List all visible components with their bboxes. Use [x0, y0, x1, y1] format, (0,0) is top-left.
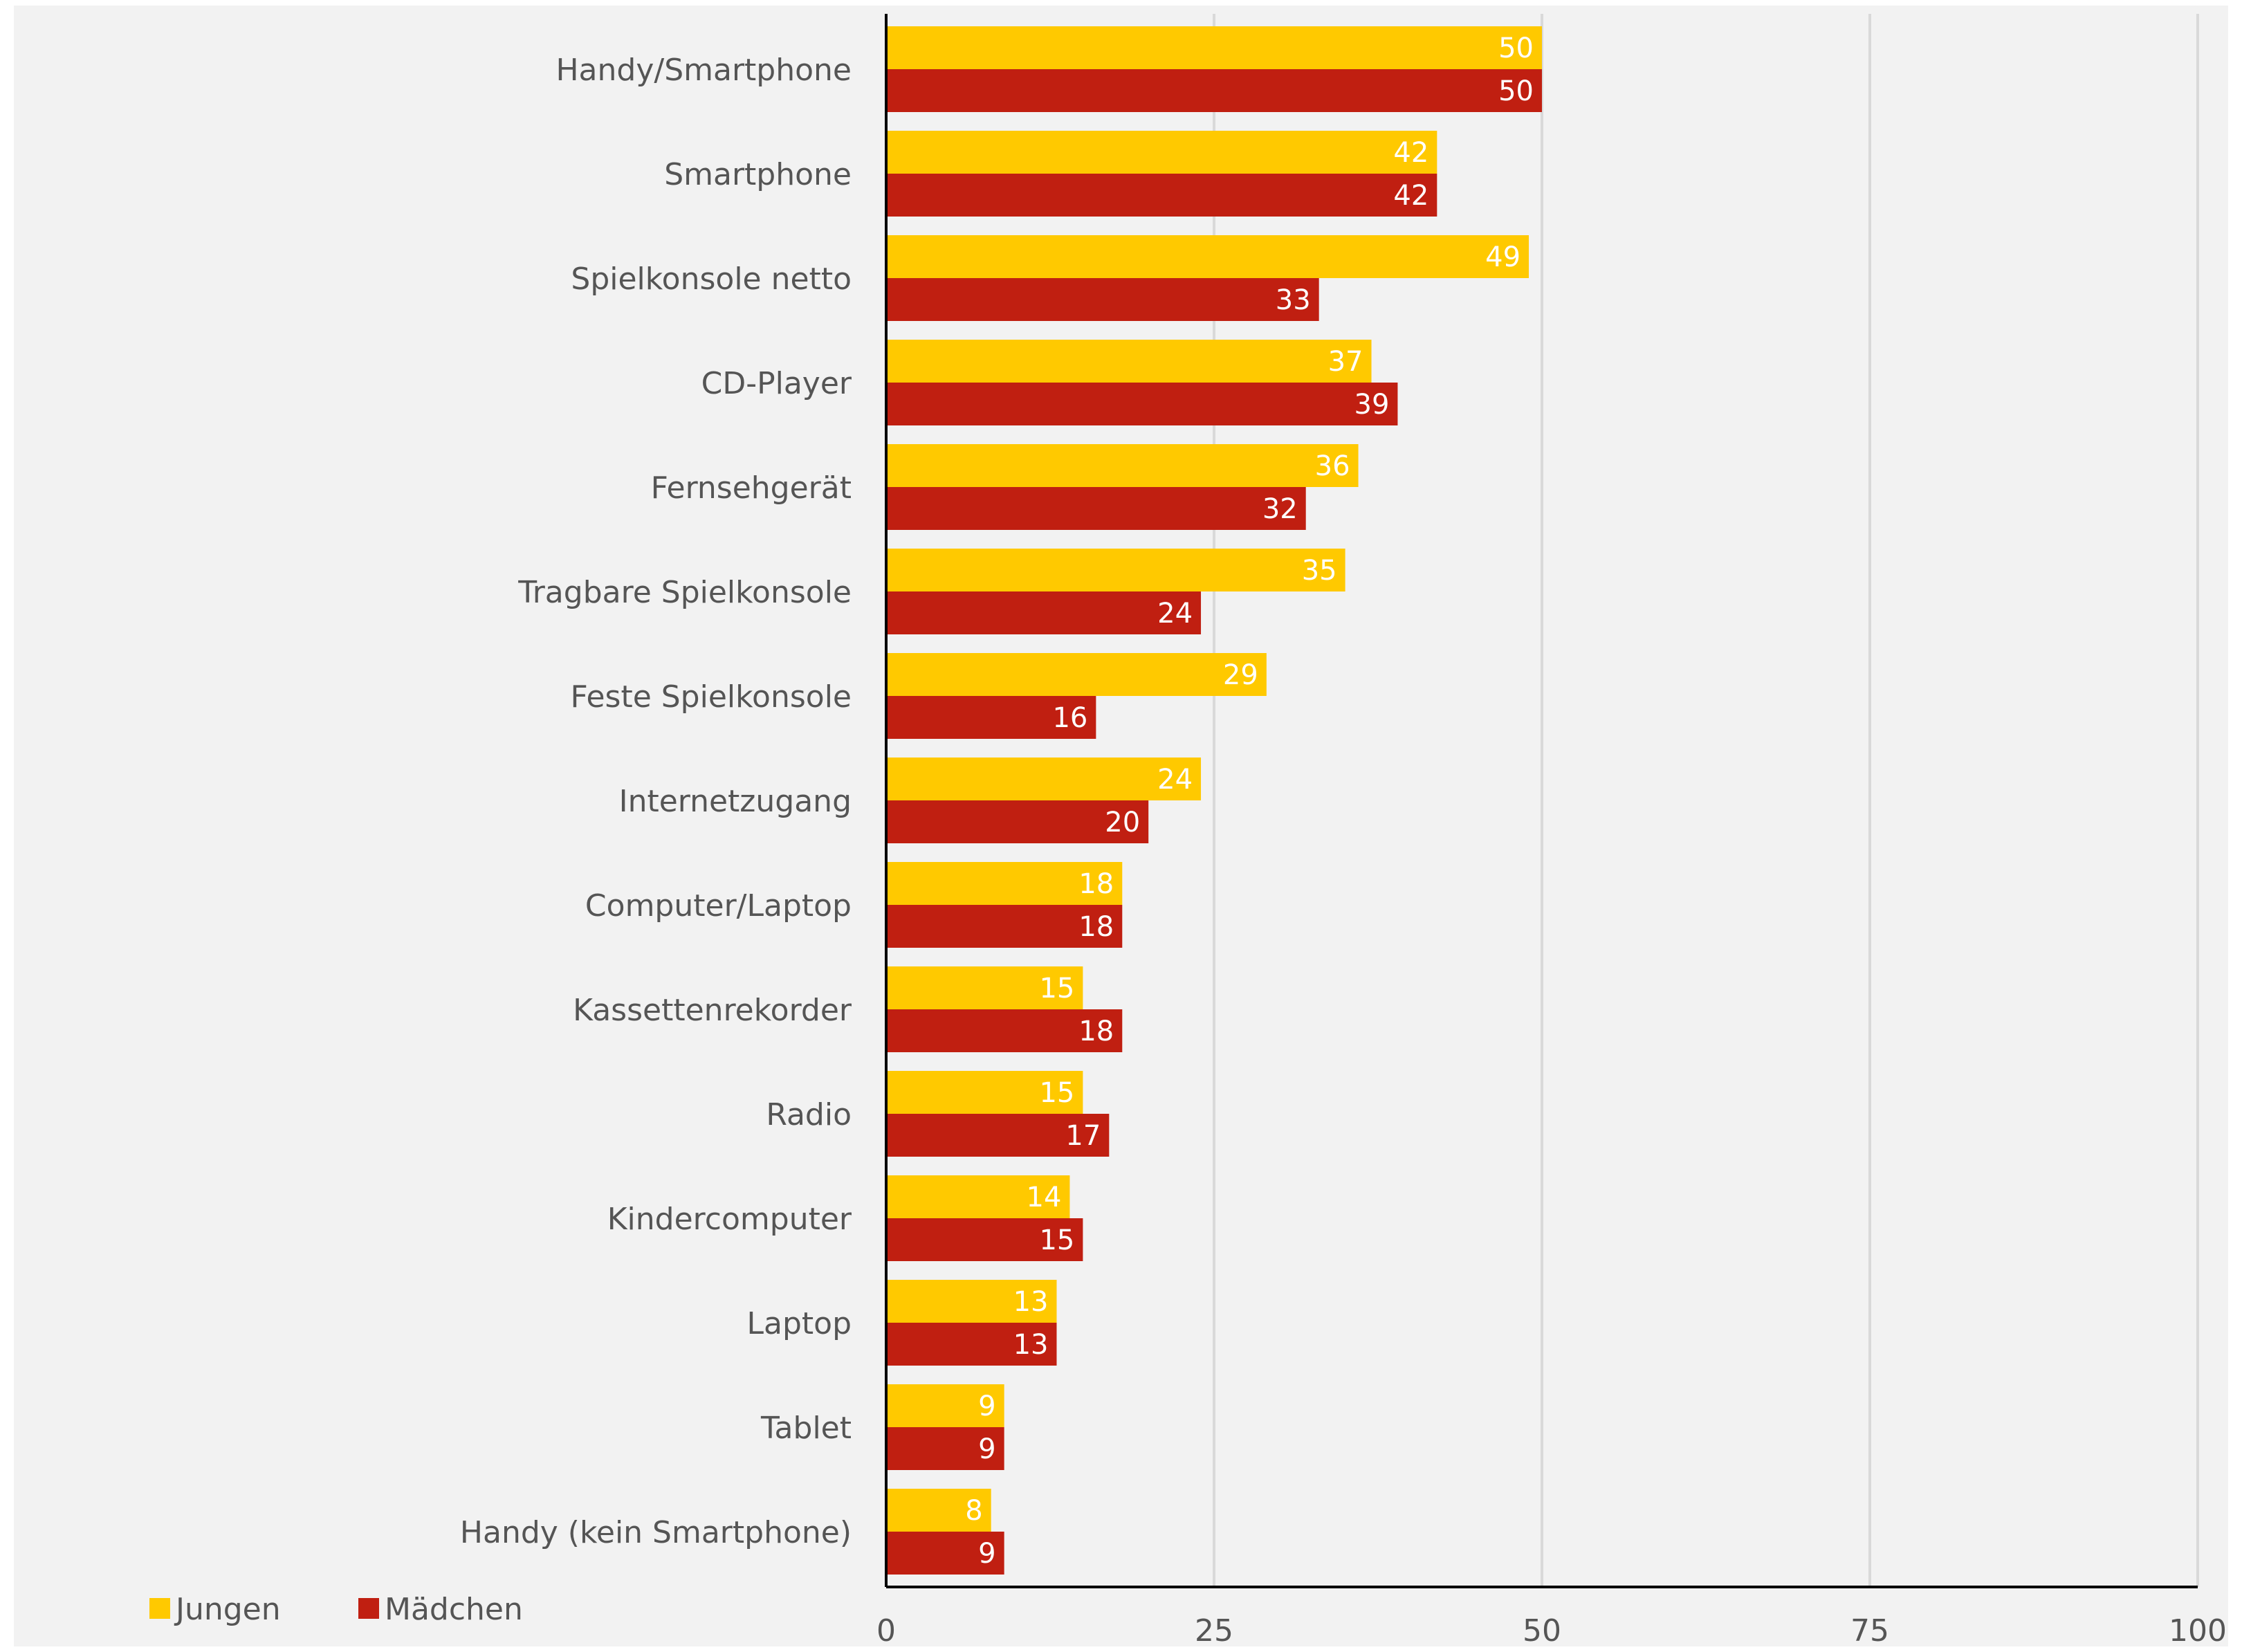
category-label: Internetzugang	[619, 784, 852, 819]
data-label: 18	[1078, 868, 1114, 900]
bar-maedchen	[886, 278, 1319, 321]
bar-maedchen	[886, 905, 1123, 948]
data-label: 17	[1065, 1120, 1101, 1152]
bar-jungen	[886, 1071, 1083, 1114]
category-label: Handy/Smartphone	[555, 53, 852, 88]
bar-jungen	[886, 26, 1542, 69]
bar-jungen	[886, 131, 1437, 174]
data-label: 20	[1105, 807, 1140, 838]
bar-jungen	[886, 758, 1202, 800]
data-label: 18	[1078, 911, 1114, 943]
data-label: 42	[1393, 137, 1428, 169]
bar-jungen	[886, 862, 1123, 905]
category-label: Fernsehgerät	[651, 470, 852, 506]
data-label: 33	[1276, 284, 1311, 316]
bar-maedchen	[886, 1218, 1083, 1261]
data-label: 14	[1027, 1182, 1062, 1213]
data-label: 24	[1157, 598, 1193, 630]
bar-jungen	[886, 340, 1372, 383]
category-label: Handy (kein Smartphone)	[460, 1515, 852, 1550]
bar-maedchen	[886, 1009, 1123, 1052]
data-label: 50	[1498, 75, 1534, 107]
data-label: 39	[1354, 389, 1390, 421]
bar-jungen	[886, 549, 1345, 591]
category-label: Spielkonsole netto	[571, 261, 852, 297]
data-label: 9	[978, 1538, 995, 1570]
x-tick-label: 0	[876, 1613, 896, 1649]
data-label: 42	[1393, 180, 1428, 212]
x-tick-label: 25	[1195, 1613, 1233, 1649]
legend-swatch	[358, 1598, 379, 1619]
bar-maedchen	[886, 696, 1096, 739]
category-label: Radio	[766, 1097, 852, 1132]
axes	[885, 14, 2198, 1588]
data-label: 49	[1485, 241, 1520, 273]
x-tick-label: 50	[1523, 1613, 1561, 1649]
category-label: Computer/Laptop	[585, 888, 852, 924]
bar-jungen	[886, 653, 1267, 696]
category-label: Smartphone	[664, 157, 852, 192]
bar-maedchen	[886, 487, 1306, 530]
data-label: 50	[1498, 33, 1534, 64]
legend-swatch	[149, 1598, 170, 1619]
category-label: Kindercomputer	[607, 1202, 852, 1237]
data-label: 29	[1223, 659, 1258, 691]
category-label: Feste Spielkonsole	[571, 679, 852, 715]
bar-maedchen	[886, 800, 1149, 843]
bar-maedchen	[886, 383, 1398, 425]
data-label: 15	[1039, 1077, 1074, 1109]
bar-maedchen	[886, 1323, 1057, 1366]
bar-jungen	[886, 1489, 991, 1532]
data-label: 32	[1262, 493, 1298, 525]
category-label: CD-Player	[701, 366, 852, 401]
category-label: Tablet	[760, 1411, 852, 1446]
bar-jungen	[886, 235, 1529, 278]
data-label: 13	[1013, 1329, 1049, 1361]
data-label: 18	[1078, 1016, 1114, 1047]
bar-jungen	[886, 1280, 1057, 1323]
data-label: 15	[1039, 973, 1074, 1004]
data-label: 9	[978, 1391, 995, 1422]
bar-jungen	[886, 1384, 1004, 1427]
tick-labels: 0 25 50 75 100	[876, 1613, 2227, 1649]
data-label: 37	[1328, 346, 1363, 378]
legend-label: Mädchen	[385, 1592, 523, 1627]
bar-maedchen	[886, 69, 1542, 112]
data-label: 9	[978, 1433, 995, 1465]
data-label: 13	[1013, 1286, 1049, 1318]
category-label: Tragbare Spielkonsole	[517, 575, 852, 610]
data-label: 36	[1315, 450, 1350, 482]
bar-jungen	[886, 444, 1359, 487]
data-label: 15	[1039, 1224, 1074, 1256]
x-tick-label: 100	[2169, 1613, 2227, 1649]
bar-maedchen	[886, 591, 1202, 634]
bars: 5050424249333739363235242916242018181518…	[886, 26, 1542, 1575]
category-label: Kassettenrekorder	[573, 993, 852, 1028]
category-label: Laptop	[746, 1306, 852, 1341]
data-label: 8	[965, 1495, 982, 1527]
bar-maedchen	[886, 1427, 1004, 1470]
bar-maedchen	[886, 1114, 1110, 1157]
x-tick-label: 75	[1850, 1613, 1889, 1649]
bar-maedchen	[886, 174, 1437, 217]
bar-jungen	[886, 1175, 1070, 1218]
legend-label: Jungen	[174, 1592, 281, 1627]
legend: Jungen Mädchen	[149, 1592, 523, 1627]
data-label: 24	[1157, 764, 1193, 796]
data-label: 16	[1052, 702, 1087, 734]
bar-jungen	[886, 966, 1083, 1009]
data-label: 35	[1302, 555, 1337, 587]
bar-maedchen	[886, 1532, 1004, 1575]
category-labels: Handy/Smartphone Smartphone Spielkonsole n…	[460, 53, 852, 1550]
